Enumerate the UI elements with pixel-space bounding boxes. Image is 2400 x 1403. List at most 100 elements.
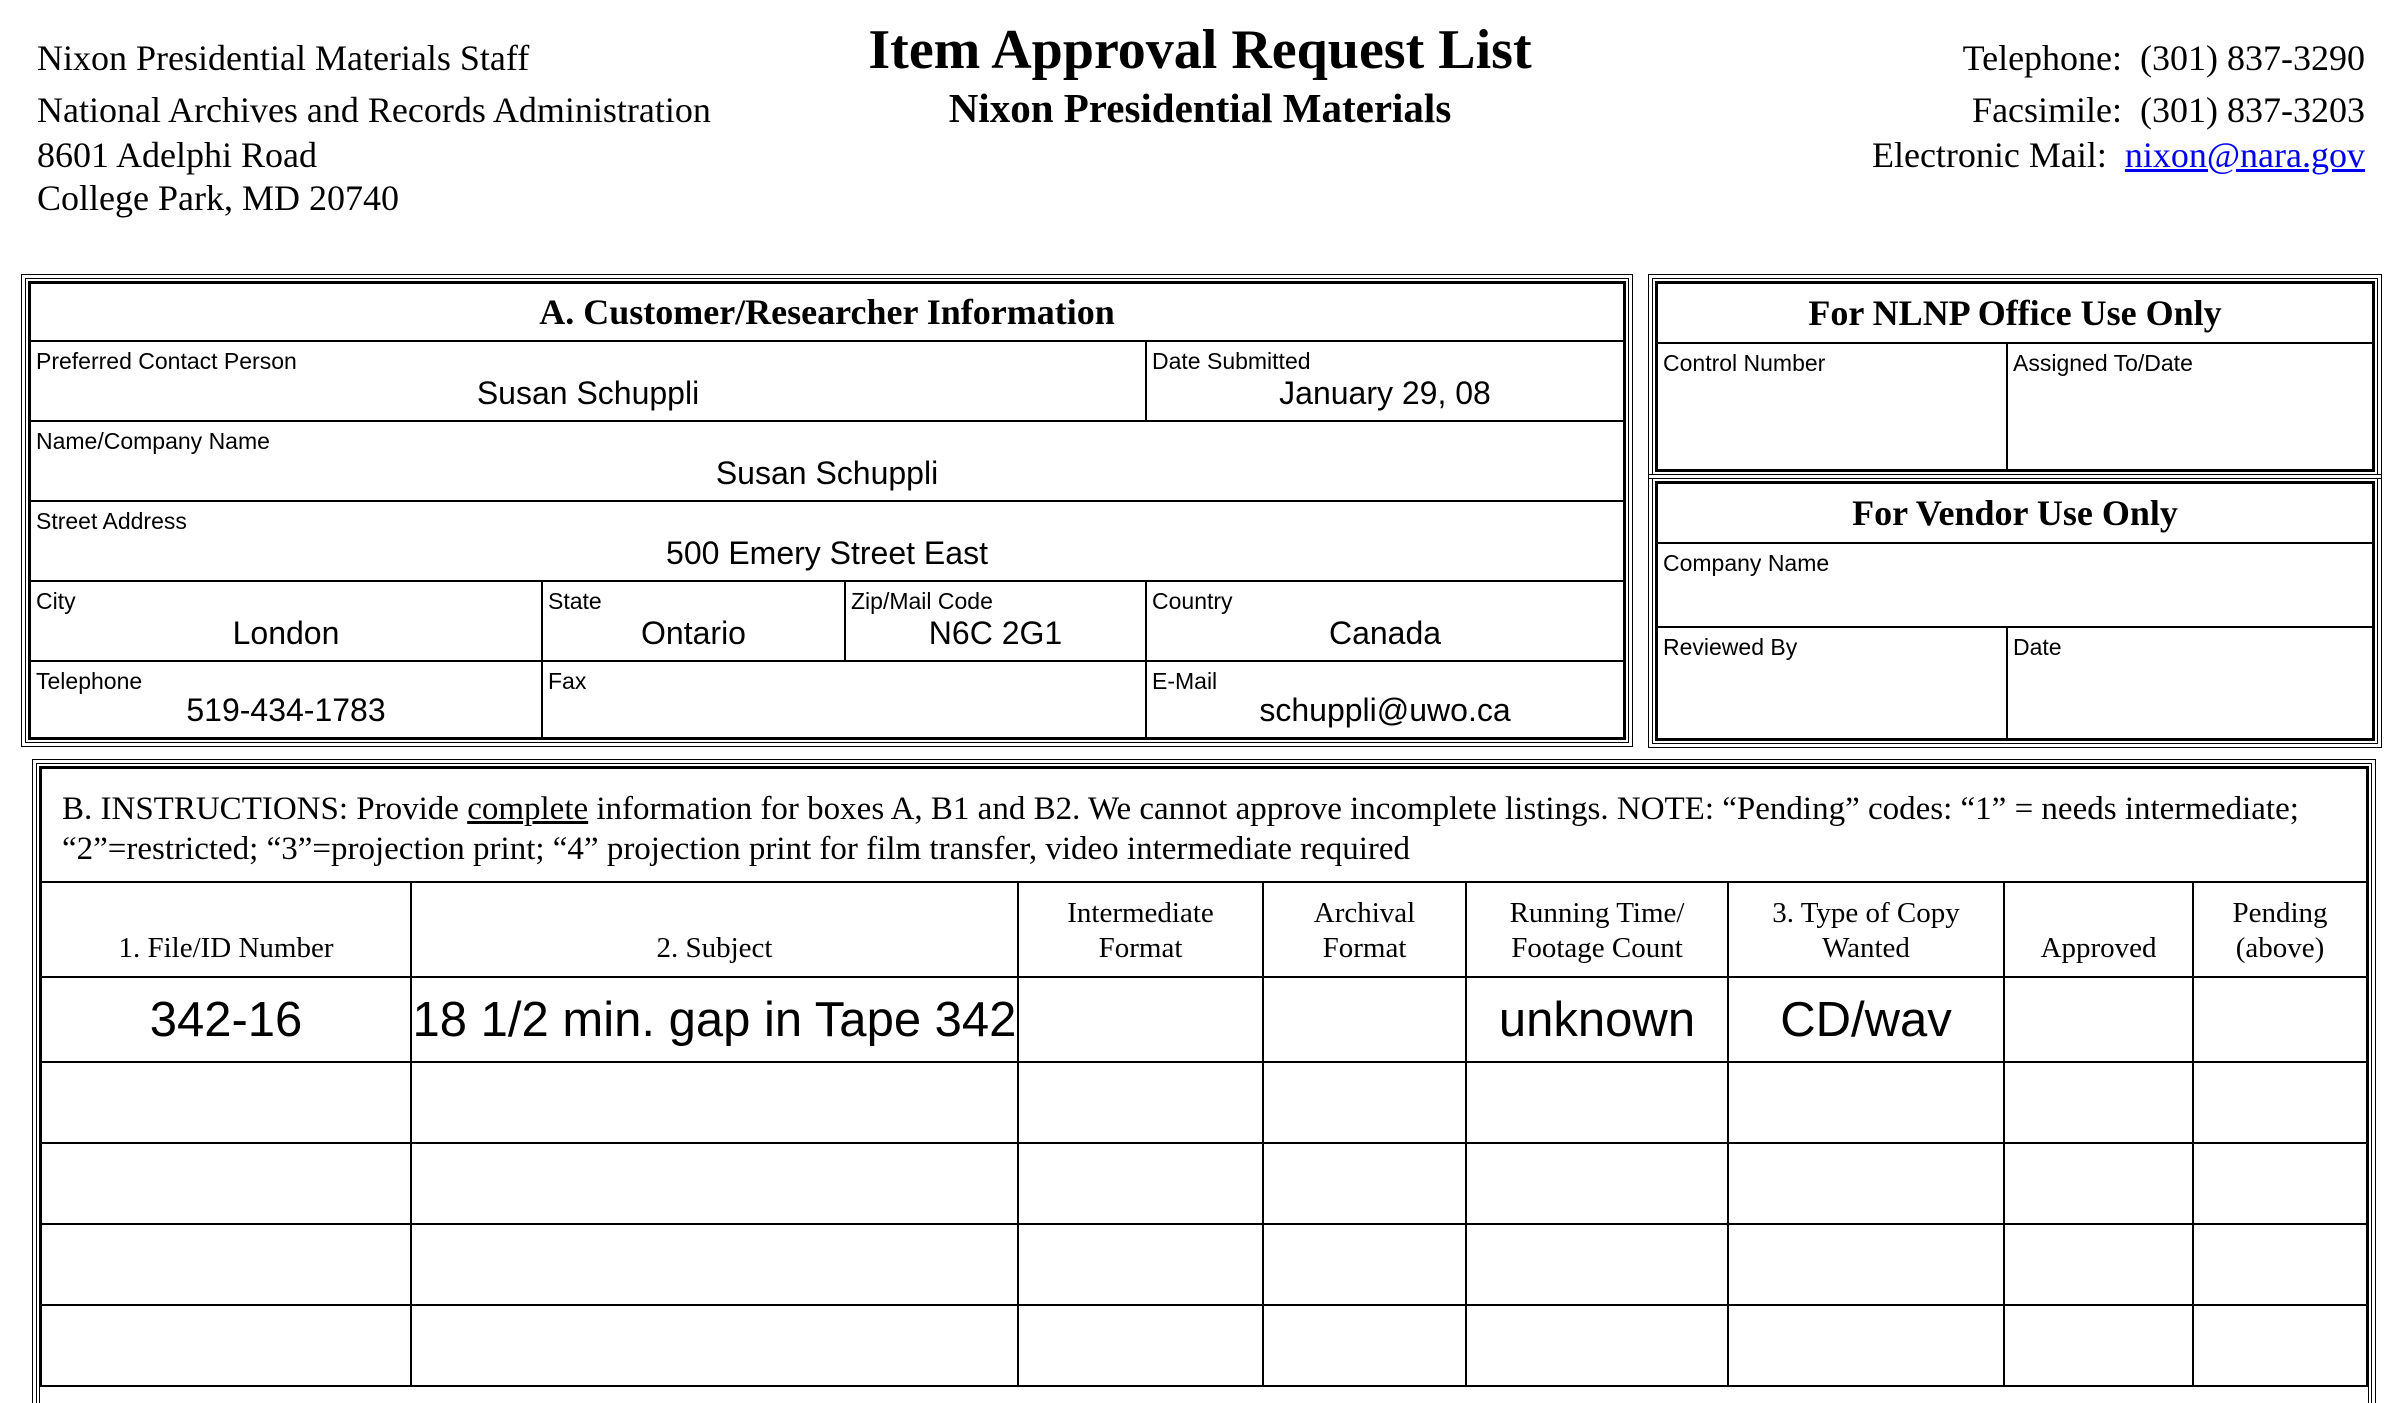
cell-approved[interactable] [2003, 1061, 2194, 1144]
telephone-label: Telephone [36, 668, 143, 694]
email-field[interactable]: E-Mail schuppli@uwo.ca [1145, 660, 1625, 739]
cell-running-time[interactable] [1465, 1142, 1729, 1225]
cell-file-id[interactable] [40, 1142, 412, 1225]
cell-copy-type[interactable] [1727, 1142, 2005, 1225]
vendor-date-field[interactable]: Date [2006, 626, 2374, 740]
zip-field[interactable]: Zip/Mail Code N6C 2G1 [844, 580, 1147, 662]
cell-approved[interactable] [2003, 1304, 2194, 1387]
date-field[interactable]: Date Submitted January 29, 08 [1145, 340, 1625, 422]
cell-pending[interactable] [2192, 1223, 2368, 1306]
email-link[interactable]: nixon@nara.gov [2124, 135, 2365, 175]
cell-file-id[interactable] [40, 1304, 412, 1387]
city-value: London [232, 615, 340, 651]
column-header-archival-format: Archival Format [1262, 881, 1467, 978]
cell-file-id[interactable] [40, 1223, 412, 1306]
company-name-label: Company Name [1663, 550, 1830, 576]
telephone-label: Telephone: [1962, 38, 2123, 78]
customer-info-box: A. Customer/Researcher Information Prefe… [21, 274, 1633, 747]
cell-file-id[interactable]: 342-16 [40, 976, 412, 1063]
telephone-line: Telephone: (301) 837-3290 [1963, 36, 2365, 80]
telephone-value: (301) 837-3290 [2140, 38, 2365, 78]
street-field[interactable]: Street Address 500 Emery Street East [29, 500, 1625, 582]
cell-subject[interactable] [410, 1142, 1019, 1225]
cell-pending[interactable] [2192, 1142, 2368, 1225]
country-field[interactable]: Country Canada [1145, 580, 1625, 662]
fax-field[interactable]: Fax [541, 660, 1147, 739]
zip-label: Zip/Mail Code [851, 588, 993, 614]
cell-copy-type[interactable] [1727, 1304, 2005, 1387]
cell-approved[interactable] [2003, 1142, 2194, 1225]
cell-intermediate-format[interactable] [1017, 1223, 1264, 1306]
cell-subject[interactable] [410, 1304, 1019, 1387]
fax-value: (301) 837-3203 [2140, 90, 2365, 130]
cell-approved[interactable] [2003, 1223, 2194, 1306]
address-line-1: 8601 Adelphi Road [37, 135, 317, 175]
cell-intermediate-format[interactable] [1017, 976, 1264, 1063]
column-header-line: Wanted [1822, 932, 1910, 964]
cell-pending[interactable] [2192, 1061, 2368, 1144]
instructions-box: B. INSTRUCTIONS: Provide complete inform… [32, 759, 2376, 1403]
date-value: January 29, 08 [1279, 375, 1491, 411]
cell-intermediate-format[interactable] [1017, 1304, 1264, 1387]
cell-pending[interactable] [2192, 1304, 2368, 1387]
office-use-title: For NLNP Office Use Only [1656, 282, 2374, 344]
state-value: Ontario [641, 615, 746, 651]
cell-running-time[interactable] [1465, 1304, 1729, 1387]
vendor-use-title: For Vendor Use Only [1656, 482, 2374, 544]
state-field[interactable]: State Ontario [541, 580, 846, 662]
email-label: E-Mail [1152, 668, 1218, 694]
column-header-line: Running Time/ [1509, 897, 1685, 929]
control-number-field[interactable]: Control Number [1656, 342, 2008, 471]
table-row [40, 1142, 2368, 1225]
column-header-file-id: 1. File/ID Number [40, 881, 412, 978]
cell-archival-format[interactable] [1262, 1142, 1467, 1225]
control-number-label: Control Number [1663, 350, 1826, 376]
cell-running-time[interactable] [1465, 1223, 1729, 1306]
cell-intermediate-format[interactable] [1017, 1061, 1264, 1144]
column-header-row: 1. File/ID Number 2. Subject Intermediate F… [40, 881, 2368, 978]
column-header-line: 3. Type of Copy [1772, 897, 1960, 929]
page-subtitle: Nixon Presidential Materials [948, 85, 1452, 131]
state-label: State [548, 588, 602, 614]
city-field[interactable]: City London [29, 580, 543, 662]
cell-copy-type[interactable]: CD/wav [1727, 976, 2005, 1063]
cell-file-id[interactable] [40, 1061, 412, 1144]
city-label: City [36, 588, 76, 614]
column-header-line: (above) [2235, 932, 2325, 964]
contact-label: Preferred Contact Person [36, 348, 297, 374]
cell-subject[interactable] [410, 1223, 1019, 1306]
cell-intermediate-format[interactable] [1017, 1142, 1264, 1225]
cell-archival-format[interactable] [1262, 1061, 1467, 1144]
contact-field[interactable]: Preferred Contact Person Susan Schuppli [29, 340, 1147, 422]
cell-archival-format[interactable] [1262, 1223, 1467, 1306]
reviewed-by-field[interactable]: Reviewed By [1656, 626, 2008, 740]
instructions-emphasis: complete [467, 791, 589, 827]
zip-value: N6C 2G1 [928, 615, 1063, 651]
cell-running-time[interactable] [1465, 1061, 1729, 1144]
cell-copy-type[interactable] [1727, 1061, 2005, 1144]
column-header-approved: Approved [2003, 881, 2194, 978]
email-label: Electronic Mail: [1871, 135, 2107, 175]
column-header-line: Pending [2232, 897, 2328, 929]
cell-approved[interactable] [2003, 976, 2194, 1063]
assigned-field[interactable]: Assigned To/Date [2006, 342, 2374, 471]
table-row [40, 1223, 2368, 1306]
name-field[interactable]: Name/Company Name Susan Schuppli [29, 420, 1625, 502]
cell-subject[interactable]: 18 1/2 min. gap in Tape 342 [410, 976, 1019, 1063]
cell-subject[interactable] [410, 1061, 1019, 1144]
column-header-line: 2. Subject [656, 932, 773, 964]
cell-copy-type[interactable] [1727, 1223, 2005, 1306]
column-header-running-time: Running Time/Footage Count [1465, 881, 1729, 978]
reviewed-by-label: Reviewed By [1663, 634, 1798, 660]
cell-archival-format[interactable] [1262, 976, 1467, 1063]
assigned-label: Assigned To/Date [2013, 350, 2193, 376]
cell-pending[interactable] [2192, 976, 2368, 1063]
telephone-value: 519-434-1783 [186, 692, 386, 728]
name-label: Name/Company Name [36, 428, 270, 454]
address-line-2: College Park, MD 20740 [37, 178, 399, 218]
column-header-line: Format [1098, 932, 1183, 964]
cell-archival-format[interactable] [1262, 1304, 1467, 1387]
company-name-field[interactable]: Company Name [1656, 542, 2374, 628]
telephone-field[interactable]: Telephone 519-434-1783 [29, 660, 543, 739]
cell-running-time[interactable]: unknown [1465, 976, 1729, 1063]
